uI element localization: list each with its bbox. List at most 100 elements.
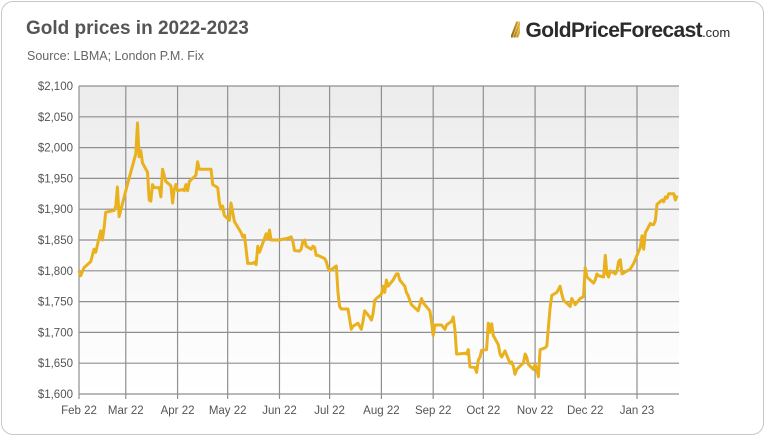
data-point	[197, 161, 199, 163]
data-point	[350, 328, 352, 330]
data-point	[479, 356, 481, 358]
data-point	[380, 293, 382, 295]
data-point	[641, 235, 643, 237]
data-point	[420, 298, 422, 300]
data-point	[325, 261, 327, 263]
data-point	[357, 322, 359, 324]
y-tick-label: $1,950	[38, 173, 73, 185]
data-point	[444, 328, 446, 330]
y-axis: $1,600 $1,650 $1,700 $1,750 $1,800 $1,850 $1,9…	[38, 81, 73, 401]
data-point	[255, 264, 257, 266]
data-point	[95, 251, 97, 253]
data-point	[335, 265, 337, 267]
data-point	[153, 187, 155, 189]
x-tick-label: Jun 22	[262, 405, 297, 417]
data-point	[337, 291, 339, 293]
logo-name: GoldPriceForecast	[525, 19, 703, 42]
y-tick-label: $1,800	[38, 266, 73, 278]
data-point	[240, 232, 242, 234]
logo-domain: .com	[702, 25, 731, 40]
data-point	[536, 368, 538, 370]
data-point	[247, 262, 249, 264]
data-point	[101, 239, 103, 241]
data-point	[422, 302, 424, 304]
data-point	[188, 180, 190, 182]
data-point	[347, 308, 349, 310]
data-point	[668, 193, 670, 195]
data-point	[223, 214, 225, 216]
data-point	[292, 240, 294, 242]
data-point	[516, 368, 518, 370]
data-point	[233, 221, 235, 223]
logo-mark-icon: ///	[511, 19, 522, 42]
data-point	[499, 353, 501, 355]
data-point	[372, 313, 374, 315]
x-tick-label: Sep 22	[415, 405, 451, 417]
data-point	[569, 306, 571, 308]
data-point	[654, 219, 656, 221]
y-tick-label: $1,700	[38, 327, 73, 339]
data-point	[404, 285, 406, 287]
data-point	[491, 323, 493, 325]
x-tick-label: Nov 22	[517, 405, 553, 417]
data-point	[126, 184, 128, 186]
data-point	[551, 294, 553, 296]
data-point	[409, 299, 411, 301]
data-point	[579, 298, 581, 300]
data-point	[287, 237, 289, 239]
data-point	[487, 322, 489, 324]
data-point	[294, 249, 296, 251]
data-point	[407, 294, 409, 296]
data-point	[182, 188, 184, 190]
data-point	[165, 180, 167, 182]
data-point	[594, 279, 596, 281]
data-point	[546, 345, 548, 347]
data-point	[469, 366, 471, 368]
data-point	[639, 246, 641, 248]
data-point	[512, 365, 514, 367]
data-point	[544, 347, 546, 349]
data-point	[417, 310, 419, 312]
data-point	[128, 177, 130, 179]
y-tick-label: $1,850	[38, 235, 73, 247]
data-point	[267, 238, 269, 240]
data-point	[187, 190, 189, 192]
data-point	[674, 199, 676, 201]
data-point	[302, 240, 304, 242]
data-point	[305, 245, 307, 247]
data-point	[140, 150, 142, 152]
data-point	[477, 359, 479, 361]
data-point	[673, 193, 675, 195]
x-axis: Feb 22 Mar 22 Apr 22 May 22 Jun 22 Jul 22 Aug …	[61, 405, 654, 417]
data-point	[663, 201, 665, 203]
data-point	[526, 356, 528, 358]
data-point	[593, 282, 595, 284]
x-tick-label: Jul 22	[314, 405, 345, 417]
data-point	[476, 371, 478, 373]
data-point	[527, 363, 529, 365]
data-point	[486, 349, 488, 351]
data-point	[614, 273, 616, 275]
y-tick-label: $2,100	[38, 81, 73, 93]
data-point	[643, 248, 645, 250]
data-point	[173, 188, 175, 190]
data-point	[105, 211, 107, 213]
data-point	[242, 236, 244, 238]
data-point	[629, 268, 631, 270]
data-point	[586, 276, 588, 278]
data-point	[573, 301, 575, 303]
data-point	[369, 316, 371, 318]
data-point	[90, 261, 92, 263]
data-point	[125, 190, 127, 192]
data-point	[218, 201, 220, 203]
data-point	[258, 251, 260, 253]
data-point	[561, 293, 563, 295]
data-point	[532, 368, 534, 370]
data-point	[559, 285, 561, 287]
data-point	[339, 306, 341, 308]
data-point	[228, 219, 230, 221]
data-point	[172, 202, 174, 204]
data-point	[362, 320, 364, 322]
data-point	[304, 239, 306, 241]
